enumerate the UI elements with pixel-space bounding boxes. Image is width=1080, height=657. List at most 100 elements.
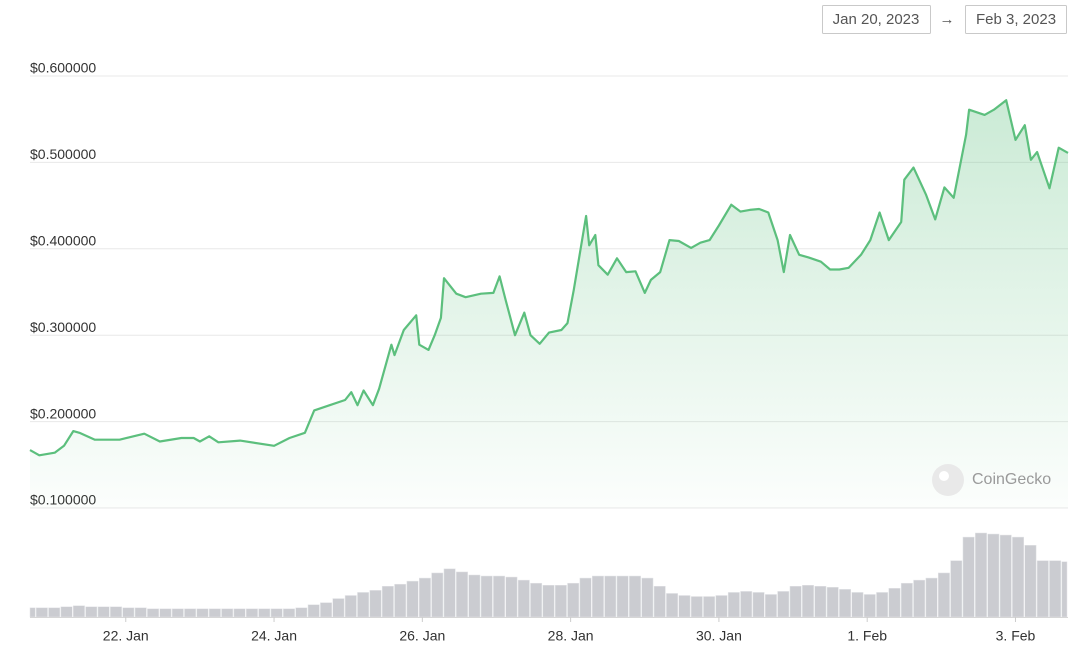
volume-bar xyxy=(184,608,197,618)
volume-bar xyxy=(307,604,320,618)
x-tick-label: 28. Jan xyxy=(548,628,594,644)
volume-bar xyxy=(110,606,122,618)
range-end[interactable]: Feb 3, 2023 xyxy=(976,11,1056,28)
volume xyxy=(29,532,1068,618)
volume-bar xyxy=(332,598,345,618)
volume-bar xyxy=(468,574,481,618)
y-tick-label: $0.600000 xyxy=(30,60,96,76)
x-axis: 22. Jan 24. Jan 26. Jan 28. Jan 30. Jan 1. Fe… xyxy=(30,617,1068,644)
volume-bar xyxy=(530,582,543,618)
volume-bar xyxy=(270,608,283,618)
volume-bar xyxy=(975,532,987,618)
volume-bar xyxy=(344,595,357,618)
volume-bar xyxy=(752,592,765,618)
volume-bar xyxy=(987,533,1000,618)
range-separator: → xyxy=(940,11,955,28)
volume-bar xyxy=(419,577,431,618)
volume-bar xyxy=(690,596,703,618)
volume-bar xyxy=(406,580,419,618)
volume-bar xyxy=(592,575,604,618)
y-tick-label: $0.400000 xyxy=(30,232,96,248)
volume-bar xyxy=(851,592,864,618)
volume-bar xyxy=(666,593,679,618)
volume-bar xyxy=(517,579,530,618)
volume-bar xyxy=(542,584,555,618)
volume-bar xyxy=(567,582,580,618)
volume-bar xyxy=(208,608,221,618)
range-start[interactable]: Jan 20, 2023 xyxy=(833,11,920,28)
volume-bar xyxy=(196,608,209,618)
volume-bar xyxy=(295,607,308,618)
volume-bar xyxy=(320,602,332,618)
volume-bar xyxy=(283,608,295,618)
x-tick-label: 30. Jan xyxy=(696,628,742,644)
volume-bar xyxy=(233,608,246,618)
plot xyxy=(29,99,1069,508)
volume-bar xyxy=(456,571,468,618)
volume-bar xyxy=(171,608,184,618)
volume-bar xyxy=(493,575,505,618)
volume-bar xyxy=(938,572,950,618)
volume-bar xyxy=(641,577,654,618)
volume-bar xyxy=(876,592,889,618)
volume-bar xyxy=(814,586,827,618)
volume-bar xyxy=(394,583,407,618)
volume-bar xyxy=(579,577,592,618)
volume-bar xyxy=(147,608,159,618)
volume-bar xyxy=(35,607,48,618)
volume-bar xyxy=(1036,560,1049,618)
volume-bar xyxy=(678,595,691,618)
volume-bar xyxy=(85,606,98,618)
volume-bar xyxy=(60,606,73,618)
x-tick-label: 22. Jan xyxy=(103,628,149,644)
volume-bar xyxy=(73,605,85,618)
volume-bar xyxy=(258,608,271,618)
volume-bar xyxy=(653,586,666,618)
range-end-button[interactable] xyxy=(965,5,1067,34)
volume-bar xyxy=(727,592,740,618)
volume-bar xyxy=(221,608,234,618)
x-tick-label: 1. Feb xyxy=(847,628,887,644)
area xyxy=(30,100,1068,508)
watermark-icon-eye xyxy=(939,471,949,481)
x-tick-label: 26. Jan xyxy=(399,628,445,644)
volume-bar xyxy=(604,575,617,618)
y-tick-label: $0.500000 xyxy=(30,146,96,162)
volume-bar xyxy=(950,560,963,618)
volume-bar xyxy=(554,584,567,618)
volume-bar xyxy=(765,594,777,618)
volume-bar xyxy=(369,590,382,618)
volume-bar xyxy=(1012,536,1025,618)
volume-bar xyxy=(789,586,802,618)
volume-bar xyxy=(900,582,913,618)
volume-bar xyxy=(134,607,147,618)
price-line xyxy=(29,99,1069,457)
volume-bar xyxy=(505,576,518,618)
x-tick-label: 24. Jan xyxy=(251,628,297,644)
volume-bar xyxy=(97,606,110,618)
volume-bar xyxy=(802,584,814,618)
volume-bar xyxy=(740,591,753,618)
x-tick-label: 3. Feb xyxy=(996,628,1036,644)
y-tick-label: $0.300000 xyxy=(30,319,96,335)
volume-bar xyxy=(357,592,370,618)
y-tick-label: $0.200000 xyxy=(30,405,96,421)
range-start-button[interactable] xyxy=(822,5,931,34)
volume-bar xyxy=(1061,561,1068,618)
volume-bar xyxy=(1049,560,1062,618)
volume-bar xyxy=(48,607,61,618)
watermark-icon xyxy=(932,464,964,496)
volume-bar xyxy=(616,575,629,618)
volume-bar xyxy=(629,575,641,618)
volume-bar xyxy=(777,591,790,618)
volume-bar xyxy=(443,568,456,618)
volume-bar xyxy=(1024,545,1037,618)
volume-bar xyxy=(839,589,852,618)
volume-bar xyxy=(29,607,36,618)
grid: $0.100000$0.200000$0.300000$0.400000$0.5… xyxy=(30,60,1068,509)
volume-bar xyxy=(246,608,258,618)
volume-bar xyxy=(925,577,938,618)
watermark: CoinGecko xyxy=(972,471,1051,488)
